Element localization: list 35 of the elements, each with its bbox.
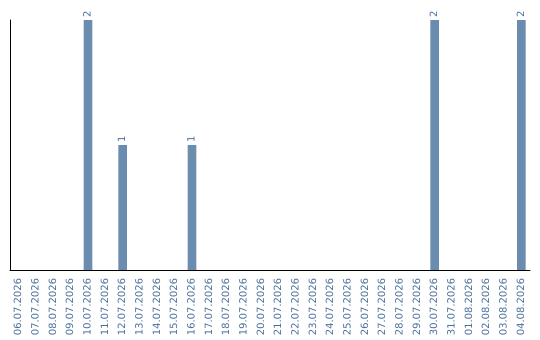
x-tick-label: 03.08.2026 xyxy=(498,278,510,336)
x-tick-label: 16.07.2026 xyxy=(186,278,198,336)
x-tick-label: 29.07.2026 xyxy=(412,278,423,336)
x-tick-label: 25.07.2026 xyxy=(342,278,354,336)
x-tick-label: 19.07.2026 xyxy=(238,278,250,336)
x-tick-label: 13.07.2026 xyxy=(134,278,146,336)
x-tick-label: 10.07.2026 xyxy=(82,278,94,336)
x-tick-label: 11.07.2026 xyxy=(100,278,111,336)
x-tick-label: 02.08.2026 xyxy=(481,278,492,336)
x-tick-label: 17.07.2026 xyxy=(204,278,215,336)
x-tick-label: 12.07.2026 xyxy=(117,278,128,336)
x-tick-label: 06.07.2026 xyxy=(13,278,24,336)
data-label: 1 xyxy=(117,136,128,142)
x-tick-label: 26.07.2026 xyxy=(360,278,371,336)
x-tick-label: 22.07.2026 xyxy=(290,278,302,336)
x-tick-label: 18.07.2026 xyxy=(221,278,232,336)
x-tick-label: 31.07.2026 xyxy=(446,278,458,336)
x-tick-label: 09.07.2026 xyxy=(65,278,76,336)
data-label: 2 xyxy=(516,10,527,17)
x-tick-label: 01.08.2026 xyxy=(464,278,475,336)
x-tick-label: 08.07.2026 xyxy=(48,278,59,336)
x-tick-label: 30.07.2026 xyxy=(429,278,440,336)
x-tick-label: 28.07.2026 xyxy=(394,278,406,336)
x-tick-label: 20.07.2026 xyxy=(256,278,267,336)
data-label: 2 xyxy=(429,10,440,17)
x-tick-label: 04.08.2026 xyxy=(516,278,527,336)
x-tick-label: 21.07.2026 xyxy=(273,278,284,336)
x-tick-label: 23.07.2026 xyxy=(308,278,319,336)
x-tick-label: 24.07.2026 xyxy=(325,278,336,336)
x-tick-label: 14.07.2026 xyxy=(152,278,163,336)
x-tick-label: 07.07.2026 xyxy=(30,278,42,336)
data-label: 2 xyxy=(82,10,94,17)
data-label: 1 xyxy=(186,136,198,142)
x-tick-label: 27.07.2026 xyxy=(377,278,388,336)
x-tick-label: 15.07.2026 xyxy=(169,278,180,336)
